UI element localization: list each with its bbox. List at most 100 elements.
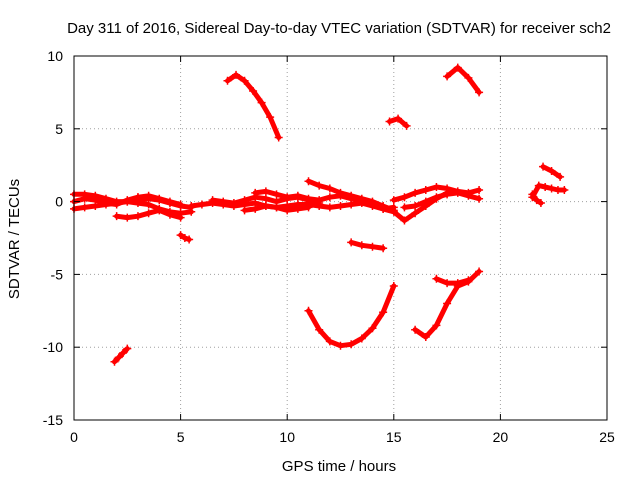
y-tick-label: -10 (43, 339, 63, 355)
data-point (432, 183, 441, 192)
data-point (475, 185, 484, 194)
data-point (368, 200, 377, 209)
data-point (432, 274, 441, 283)
series-arc-15 (347, 238, 388, 253)
data-point (112, 200, 121, 209)
data-point (261, 201, 270, 210)
data-point (347, 238, 356, 247)
data-point (272, 203, 281, 212)
data-point (379, 244, 388, 253)
data-point (357, 241, 366, 250)
data-point (114, 353, 123, 362)
data-point (541, 183, 550, 192)
data-point (229, 199, 238, 208)
data-point (443, 72, 452, 81)
data-point (368, 324, 377, 333)
data-point (539, 162, 548, 171)
data-point (411, 325, 420, 334)
data-point (453, 279, 462, 288)
data-point (119, 349, 128, 358)
data-point (315, 181, 324, 190)
data-point (475, 88, 484, 97)
data-series (70, 63, 569, 366)
series-arc-20 (443, 63, 484, 97)
data-point (347, 191, 356, 200)
axis-ticks (73, 55, 608, 421)
series-arc-6 (176, 231, 194, 244)
data-point (219, 197, 228, 206)
data-point (547, 184, 556, 193)
data-point (534, 181, 543, 190)
data-point (180, 234, 189, 242)
chart-title: Day 311 of 2016, Sidereal Day-to-day VTE… (67, 20, 611, 37)
series-line (348, 239, 386, 251)
data-point (208, 196, 217, 205)
y-tick-labels: -15 -10 -5 0 5 10 (43, 48, 63, 428)
data-point (389, 207, 398, 216)
y-tick-label: 10 (47, 48, 63, 64)
data-point (411, 201, 420, 210)
data-point (240, 206, 249, 215)
data-point (144, 200, 153, 209)
data-point (532, 196, 541, 205)
data-point (475, 194, 484, 203)
data-point (80, 203, 89, 212)
data-point (453, 63, 462, 72)
data-point (379, 204, 388, 213)
data-point (411, 209, 420, 218)
data-point (389, 282, 398, 291)
series-arc-16 (385, 114, 411, 130)
data-point (402, 121, 411, 130)
data-point (536, 199, 545, 208)
data-point (556, 172, 565, 181)
data-point (185, 235, 194, 244)
data-point (464, 276, 473, 285)
data-point (80, 194, 89, 203)
series-arc-24 (528, 190, 545, 208)
x-tick-label: 15 (386, 429, 402, 445)
data-point (293, 191, 302, 200)
data-point (283, 206, 292, 215)
series-arc-12 (223, 70, 283, 142)
data-point (155, 206, 164, 215)
data-point (325, 337, 334, 346)
data-point (336, 188, 345, 197)
data-point (176, 200, 185, 209)
data-point (91, 196, 100, 205)
data-point (464, 191, 473, 200)
data-point (385, 117, 394, 126)
data-point (272, 190, 281, 199)
data-point (357, 334, 366, 343)
series-line (444, 65, 482, 95)
data-point (443, 299, 452, 308)
y-tick-label: -5 (51, 266, 64, 282)
data-point (379, 308, 388, 317)
series-arc-22 (432, 274, 473, 288)
data-point (176, 213, 185, 222)
data-point (400, 216, 409, 225)
data-point (443, 190, 452, 199)
data-point (223, 76, 232, 85)
data-point (251, 188, 260, 197)
y-axis-label: SDTVAR / TECUs (6, 179, 23, 299)
data-point (249, 86, 258, 95)
data-point (528, 190, 537, 199)
data-point (144, 209, 153, 218)
data-point (274, 133, 283, 142)
data-point (304, 177, 313, 186)
data-point (176, 231, 185, 240)
data-point (400, 203, 409, 212)
data-point (110, 357, 119, 366)
data-point (560, 185, 569, 194)
data-point (336, 341, 345, 350)
data-point (165, 197, 174, 206)
data-point (112, 212, 121, 221)
data-point (133, 193, 142, 202)
data-point (261, 194, 270, 203)
x-tick-label: 0 (70, 429, 78, 445)
x-tick-label: 10 (279, 429, 295, 445)
y-tick-label: 0 (55, 194, 63, 210)
series-line (433, 276, 471, 286)
grid (74, 56, 607, 420)
